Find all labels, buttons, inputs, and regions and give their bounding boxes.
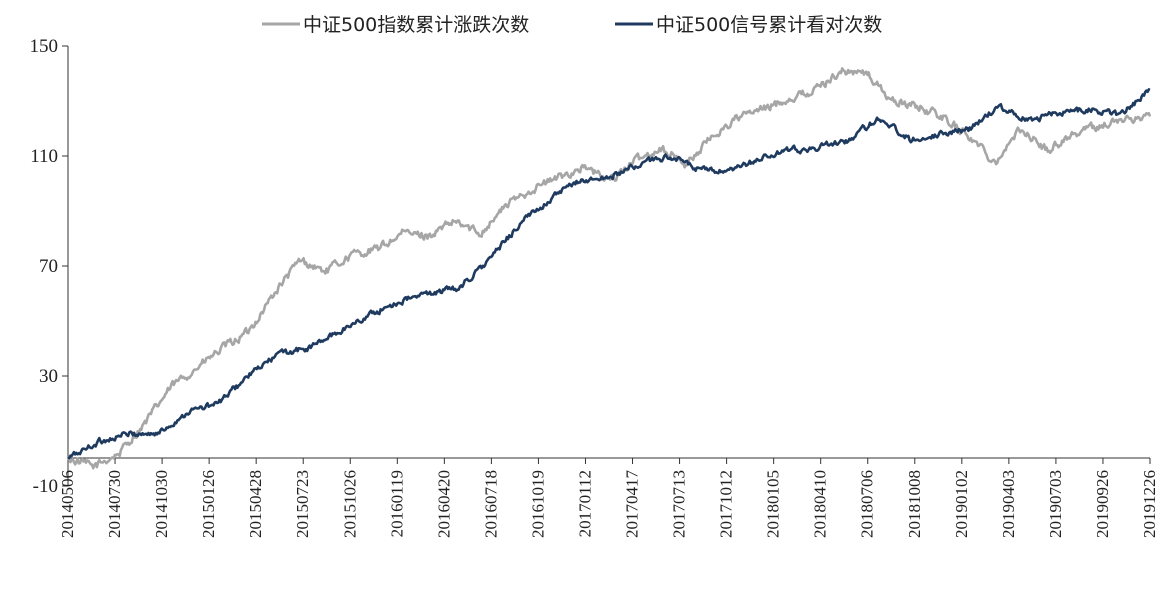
legend: 中证500指数累计涨跌次数 中证500信号累计看对次数 — [262, 14, 882, 36]
x-tick-label: 20141030 — [152, 470, 171, 538]
x-tick-label: 20190703 — [1046, 470, 1065, 538]
x-tick-label: 20170417 — [623, 470, 642, 539]
legend-label-signal: 中证500信号累计看对次数 — [656, 14, 882, 36]
x-tick-label: 20170112 — [575, 470, 594, 537]
x-tick-label: 20160718 — [481, 470, 500, 538]
x-tick-label: 20140730 — [105, 470, 124, 538]
x-tick-label: 20160420 — [434, 470, 453, 538]
x-tick-label: 20150428 — [246, 470, 265, 538]
x-tick-label: 20150723 — [293, 470, 312, 538]
x-tick-label: 20180105 — [764, 470, 783, 538]
x-tick-label: 20180410 — [811, 470, 830, 538]
x-axis: 20140506 20140730 20141030 20150126 20150428… — [58, 457, 1159, 539]
x-tick-label: 20150126 — [199, 470, 218, 538]
y-tick-label: -10 — [33, 476, 58, 497]
x-tick-label: 20151026 — [340, 470, 359, 538]
x-tick-label: 20171012 — [717, 470, 736, 538]
x-tick-label: 20190102 — [952, 470, 971, 538]
series-layer — [66, 67, 1152, 470]
x-tick-label: 20180706 — [858, 470, 877, 538]
y-tick-label: 110 — [30, 146, 58, 167]
x-tick-label: 20161019 — [528, 470, 547, 538]
x-tick-label: 20191226 — [1140, 470, 1159, 538]
y-tick-label: 150 — [30, 36, 59, 57]
x-tick-label: 20190926 — [1093, 470, 1112, 538]
x-tick-label: 20160119 — [387, 470, 406, 537]
series-line-index — [66, 67, 1152, 470]
y-tick-label: 70 — [39, 256, 58, 277]
x-tick-label: 20190403 — [999, 470, 1018, 538]
series-line-signal — [67, 88, 1151, 460]
x-tick-label: 20181008 — [905, 470, 924, 538]
x-tick-label: 20140506 — [58, 470, 77, 538]
legend-label-index: 中证500指数累计涨跌次数 — [303, 14, 529, 36]
y-tick-label: 30 — [39, 366, 58, 387]
y-axis: -10 30 70 110 150 — [30, 36, 69, 497]
x-tick-label: 20170713 — [670, 470, 689, 538]
